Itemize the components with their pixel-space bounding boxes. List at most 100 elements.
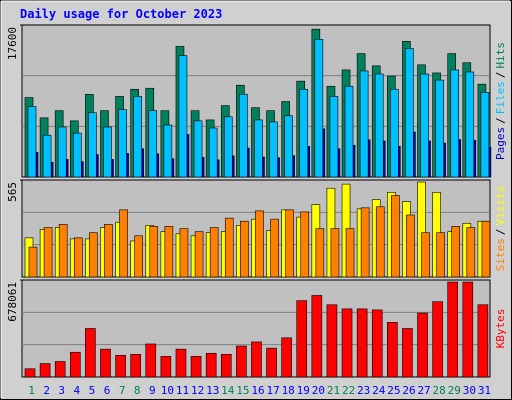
bar — [315, 228, 325, 278]
bar — [477, 304, 489, 378]
bar — [133, 96, 142, 178]
y-tick-label: 17600 — [6, 27, 19, 60]
bar — [311, 295, 323, 378]
x-tick-label: 15 — [236, 384, 249, 397]
x-tick-label: 22 — [342, 384, 355, 397]
bar — [39, 363, 51, 378]
bar — [115, 355, 126, 378]
legend-entry: Pages — [494, 127, 507, 160]
legend-entry: Sites — [494, 238, 507, 271]
x-tick-label: 21 — [327, 384, 340, 397]
bar — [481, 220, 491, 278]
bar — [359, 70, 369, 178]
bar — [371, 309, 383, 378]
bar — [465, 71, 475, 178]
bar — [462, 281, 474, 378]
bar — [326, 304, 338, 378]
y-tick-label: 565 — [6, 182, 19, 202]
x-tick-label: 29 — [448, 384, 461, 397]
bar — [285, 209, 294, 278]
legend: Pages / Files / Hits — [494, 42, 507, 160]
bar — [402, 328, 413, 378]
bar — [208, 127, 218, 178]
bar — [391, 195, 400, 278]
bar — [118, 109, 127, 178]
bar — [209, 227, 219, 278]
bar — [341, 308, 353, 378]
legend-separator: / — [494, 72, 507, 79]
bar — [451, 226, 461, 278]
x-tick-label: 11 — [176, 384, 189, 397]
x-tick-label: 16 — [251, 384, 264, 397]
bar — [421, 232, 430, 278]
legend: KBytes — [494, 309, 507, 349]
x-tick-label: 4 — [74, 384, 81, 397]
bar — [284, 115, 293, 178]
bar — [160, 356, 172, 378]
bar — [28, 246, 38, 278]
bar — [178, 55, 188, 178]
bar — [296, 300, 308, 378]
bar — [89, 232, 98, 278]
bar — [223, 116, 233, 178]
bar — [236, 345, 247, 378]
x-tick-label: 12 — [191, 384, 204, 397]
legend-entry: Files — [494, 81, 507, 114]
x-tick-label: 26 — [402, 384, 415, 397]
bar — [58, 223, 68, 278]
bar — [163, 124, 173, 178]
bar — [103, 126, 112, 178]
bar — [255, 210, 264, 278]
bar — [179, 228, 189, 278]
legend-entry: KBytes — [494, 309, 507, 349]
bar — [374, 73, 384, 178]
bar — [300, 211, 310, 278]
bar — [73, 237, 83, 278]
y-tick-label: 678061 — [6, 282, 19, 322]
bar — [224, 217, 234, 278]
bar — [435, 79, 444, 178]
bar — [405, 48, 414, 178]
x-tick-label: 19 — [297, 384, 310, 397]
x-tick-label: 8 — [134, 384, 141, 397]
bar — [344, 85, 354, 178]
bar — [164, 226, 174, 278]
bar — [148, 110, 158, 178]
legend-entry: Visits — [494, 186, 507, 226]
bar — [330, 228, 340, 278]
bar — [251, 341, 262, 378]
bar — [88, 112, 97, 178]
legend: Sites / Visits — [494, 186, 507, 272]
bar — [266, 347, 277, 378]
bar — [134, 235, 143, 278]
bar — [130, 353, 141, 378]
bar — [27, 106, 37, 178]
bar — [194, 231, 204, 278]
bar — [270, 218, 279, 278]
bar — [345, 228, 355, 278]
bar — [406, 214, 415, 278]
bar — [356, 308, 368, 378]
bar — [269, 121, 278, 178]
x-tick-label: 2 — [43, 384, 50, 397]
bar — [205, 352, 217, 378]
bar — [190, 356, 202, 378]
x-tick-label: 1 — [28, 384, 35, 397]
bar — [100, 348, 111, 378]
bar — [466, 227, 476, 278]
bar — [149, 226, 159, 278]
chart-title: Daily usage for October 2023 — [20, 7, 222, 21]
bar — [43, 227, 53, 278]
x-tick-label: 14 — [221, 384, 235, 397]
bar — [254, 119, 263, 178]
x-tick-label: 31 — [478, 384, 491, 397]
x-tick-label: 28 — [433, 384, 446, 397]
x-tick-label: 3 — [58, 384, 65, 397]
bar — [42, 134, 52, 178]
bar — [420, 73, 429, 178]
bar — [390, 88, 399, 178]
bar — [220, 353, 232, 378]
bar — [104, 223, 113, 278]
